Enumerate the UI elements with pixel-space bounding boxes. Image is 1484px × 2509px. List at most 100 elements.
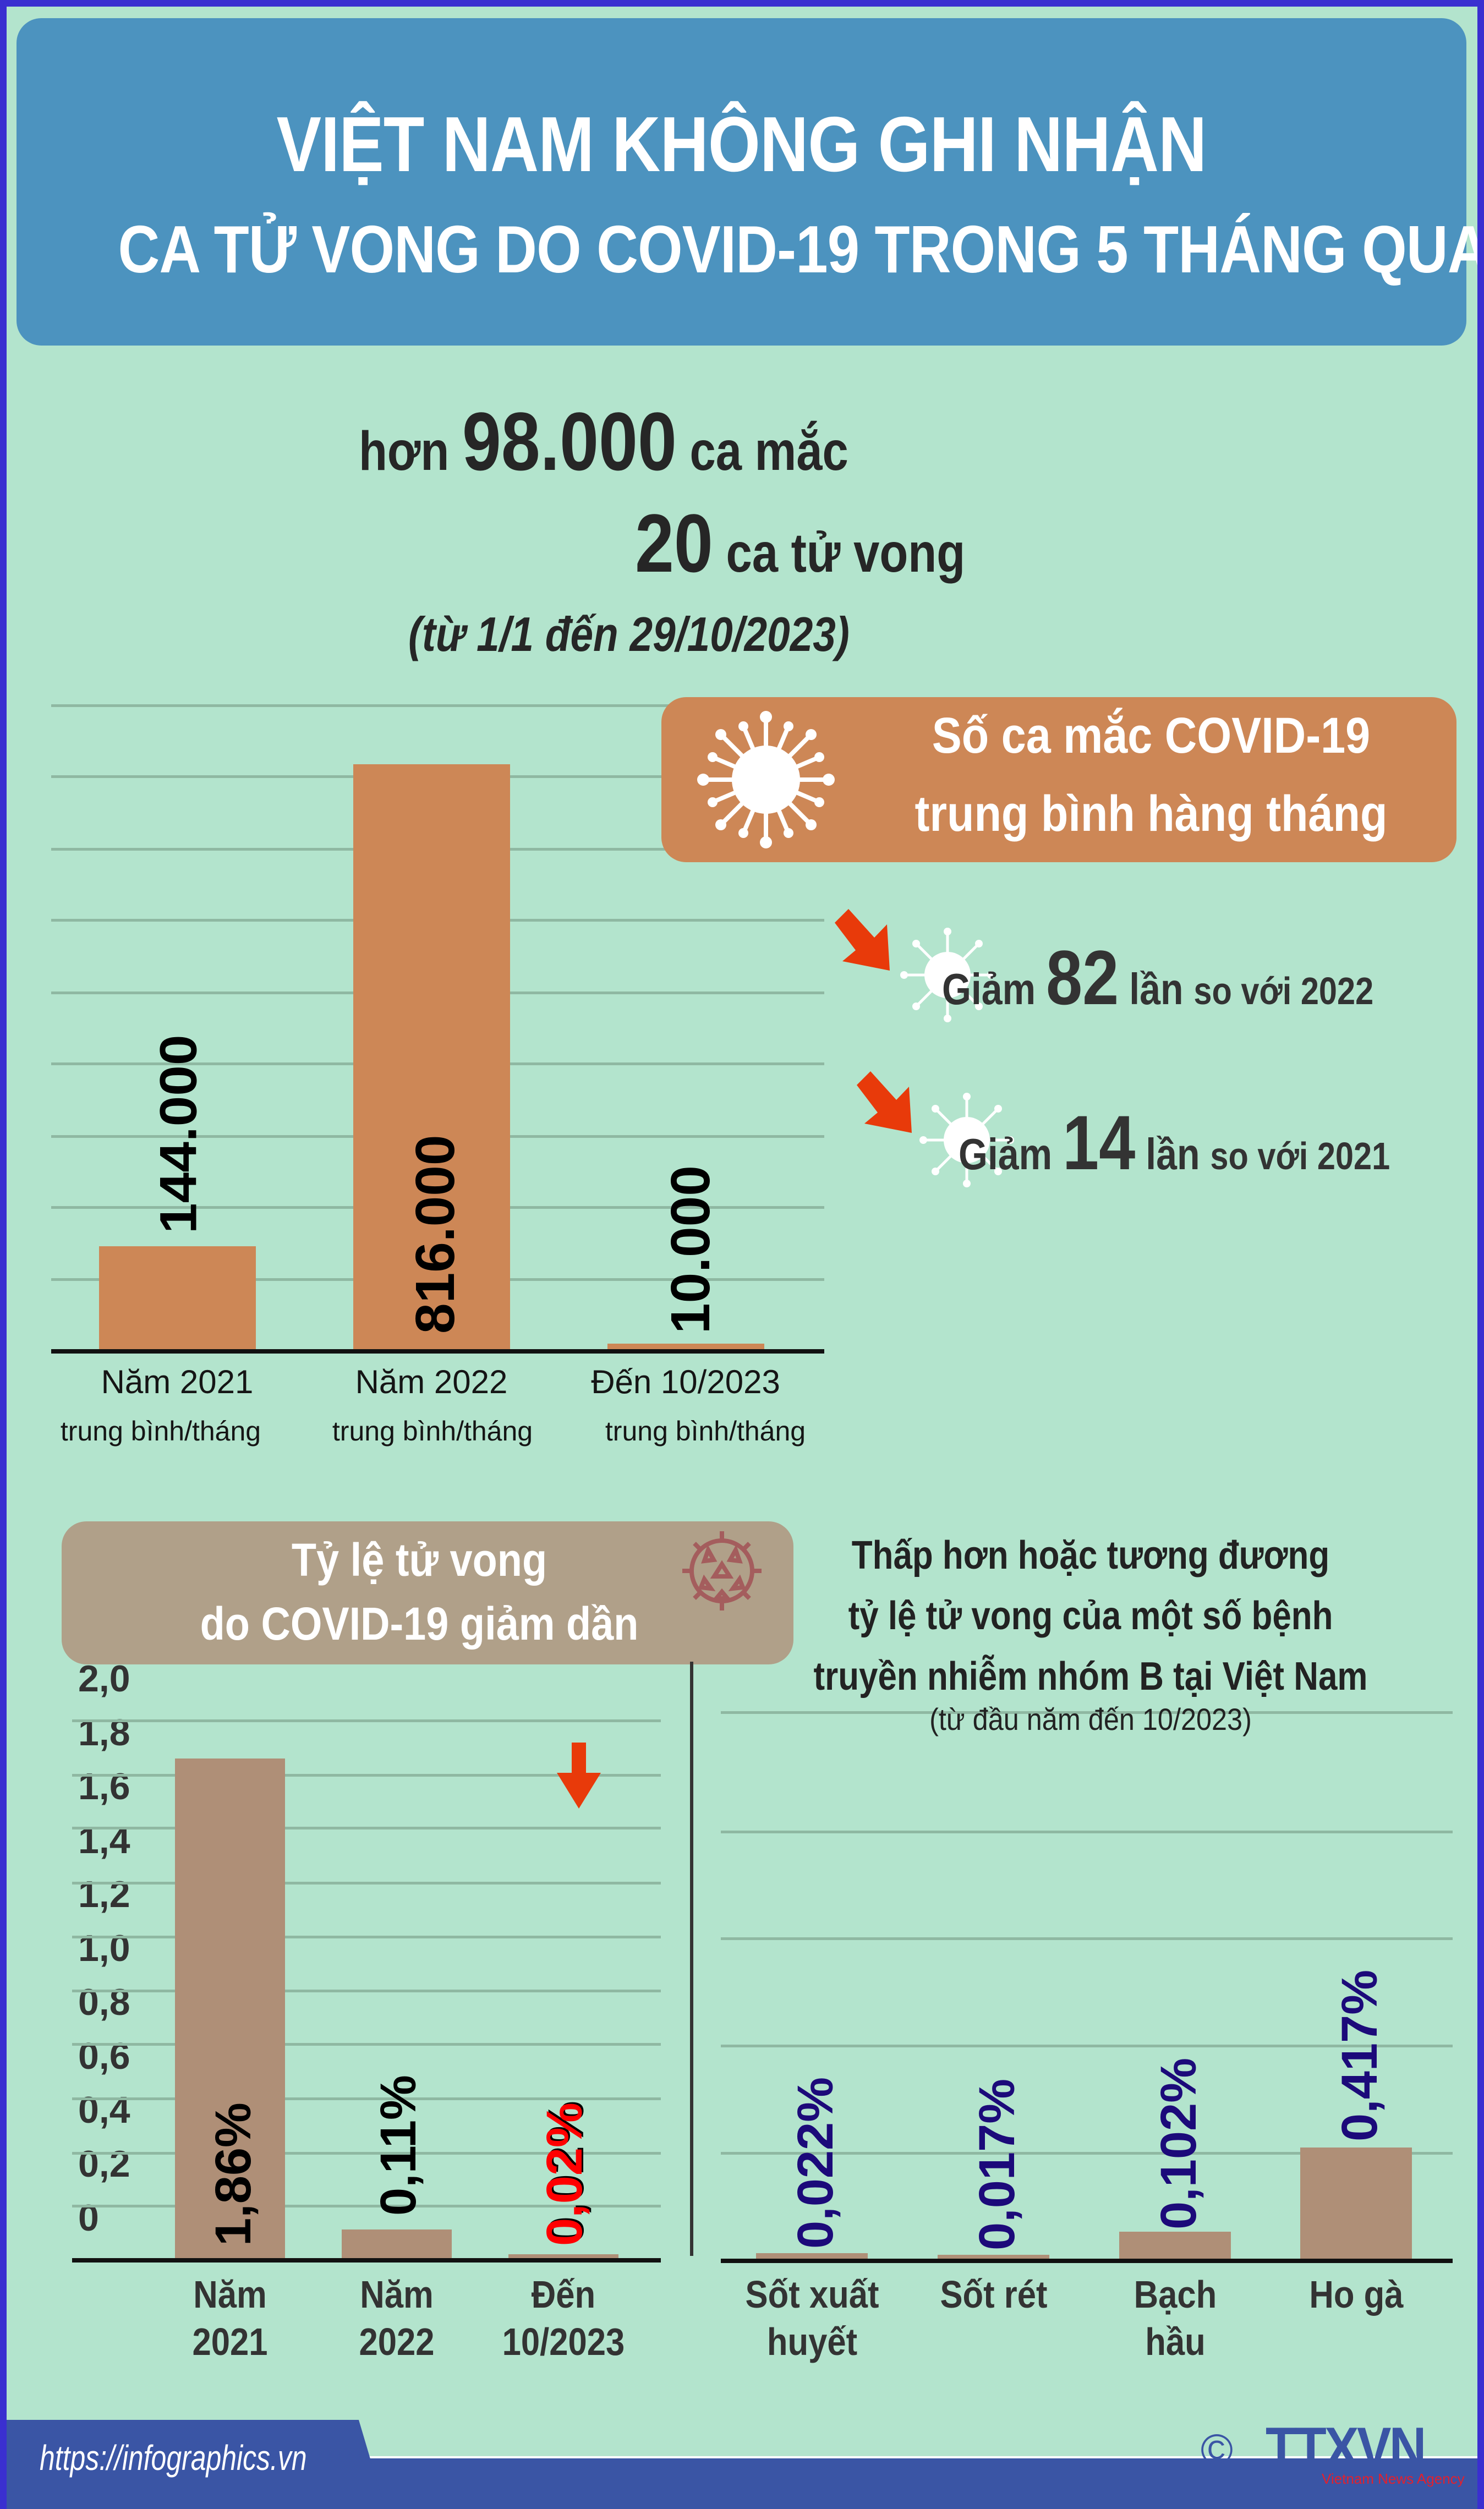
y-tick: 0,8 bbox=[78, 1981, 130, 2023]
down-arrow-icon bbox=[857, 1071, 912, 1133]
category-2022: Năm 2022 bbox=[324, 2271, 469, 2365]
bar-label-2021: 1,86% bbox=[205, 2102, 261, 2246]
bar-label-2023: 0,02% bbox=[536, 2102, 593, 2246]
category-line: Sốt xuất bbox=[745, 2273, 879, 2316]
category-ho-ga: Ho gà bbox=[1284, 2271, 1429, 2318]
y-tick: 0,4 bbox=[78, 2089, 130, 2131]
category-line: 2021 bbox=[192, 2320, 268, 2363]
title-line-1: VIỆT NAM KHÔNG GHI NHẬN bbox=[276, 101, 1207, 188]
title-banner: VIỆT NAM KHÔNG GHI NHẬN CA TỬ VONG DO CO… bbox=[17, 18, 1477, 346]
category-line: huyết bbox=[766, 2320, 858, 2363]
x-axis bbox=[72, 2258, 661, 2263]
category-line: Năm bbox=[360, 2273, 434, 2316]
period-note: (từ 1/1 đến 29/10/2023) bbox=[408, 607, 850, 661]
bar-sot-xuat-huyet bbox=[756, 2253, 868, 2260]
gridline bbox=[721, 1711, 1453, 1714]
x-axis bbox=[721, 2259, 1453, 2263]
cases-summary: hơn 98.000 ca mắc bbox=[359, 400, 848, 492]
bar-bach-hau bbox=[1119, 2232, 1231, 2260]
virus-icon bbox=[697, 711, 835, 848]
category-line: Bạch hầu bbox=[1133, 2273, 1217, 2363]
y-tick: 1,8 bbox=[78, 1712, 130, 1754]
category-sot-ret: Sốt rét bbox=[921, 2271, 1066, 2318]
cases-suffix: ca mắc bbox=[689, 420, 848, 482]
bar-sot-ret bbox=[938, 2255, 1049, 2260]
gridline bbox=[72, 1990, 661, 1992]
callout-value: 14 bbox=[1062, 1099, 1136, 1186]
virus-outline-icon bbox=[682, 1531, 762, 1610]
bar-label-ho-ga: 0,417% bbox=[1332, 1969, 1388, 2141]
callout-text: Giảm 14 lần so với 2021 bbox=[959, 1102, 1390, 1197]
gridline bbox=[721, 2045, 1453, 2047]
bar-ho-ga bbox=[1300, 2148, 1412, 2260]
sublabel-2022: trung bình/tháng bbox=[332, 1416, 533, 1447]
bar-2023 bbox=[607, 1344, 764, 1351]
death-panel-title-2: do COVID-19 giảm dần bbox=[200, 1598, 639, 1650]
compare-title-line: truyền nhiễm nhóm B tại Việt Nam bbox=[813, 1655, 1368, 1699]
callout-value: 82 bbox=[1045, 934, 1119, 1021]
category-2021: Năm 2021 bbox=[101, 1363, 254, 1400]
y-tick: 1,4 bbox=[78, 1820, 130, 1861]
y-tick: 1,0 bbox=[78, 1927, 130, 1969]
bar-label-2021: 144.000 bbox=[149, 1034, 208, 1234]
category-line: 10/2023 bbox=[502, 2320, 625, 2363]
down-arrow-icon bbox=[835, 909, 890, 971]
callout-suffix: so với 2022 bbox=[1193, 969, 1374, 1012]
gridline bbox=[51, 704, 824, 707]
deaths-summary: 20 ca tử vong bbox=[635, 502, 965, 594]
section-divider bbox=[690, 1662, 693, 2256]
category-line: Ho gà bbox=[1309, 2273, 1404, 2316]
footer-url[interactable]: https://infographics.vn bbox=[40, 2438, 307, 2478]
bar-label-2023: 10.000 bbox=[660, 1165, 721, 1334]
virus-icon bbox=[919, 1093, 1014, 1187]
copyright-icon: © bbox=[1201, 2425, 1233, 2474]
infographic-canvas: VIỆT NAM KHÔNG GHI NHẬN CA TỬ VONG DO CO… bbox=[7, 7, 1477, 2509]
y-tick: 1,2 bbox=[78, 1873, 130, 1915]
bar-2022 bbox=[342, 2229, 452, 2259]
category-line: 2022 bbox=[359, 2320, 435, 2363]
gridline bbox=[72, 2097, 661, 2100]
gridline bbox=[72, 2205, 661, 2207]
callout-prefix: Giảm bbox=[959, 1130, 1053, 1179]
compare-title: Thấp hơn hoặc tương đương tỷ lệ tử vong … bbox=[769, 1525, 1412, 1707]
gridline bbox=[72, 1719, 661, 1722]
sublabel-2023: trung bình/tháng bbox=[605, 1416, 806, 1447]
bar-2021 bbox=[99, 1246, 256, 1351]
y-tick: 2,0 bbox=[78, 1658, 130, 1700]
category-2021: Năm 2021 bbox=[157, 2271, 303, 2365]
gridline bbox=[72, 1882, 661, 1885]
bar-2021 bbox=[175, 1759, 285, 2259]
category-sot-xuat-huyet: Sốt xuất huyết bbox=[740, 2271, 885, 2365]
cases-prefix: hơn bbox=[359, 420, 450, 482]
callout-prefix: Giảm bbox=[942, 965, 1036, 1014]
down-arrow-icon bbox=[557, 1743, 601, 1809]
gridline bbox=[72, 1936, 661, 1938]
bar-label-bach-hau: 0,102% bbox=[1151, 2057, 1207, 2229]
callout-unit: lần bbox=[1146, 1130, 1200, 1179]
y-tick: 0,2 bbox=[78, 2143, 130, 2185]
callout-suffix: so với 2021 bbox=[1210, 1135, 1390, 1177]
category-2023: Đến 10/2023 bbox=[591, 1363, 780, 1400]
footer-url-tab bbox=[7, 2420, 385, 2509]
bar-2023 bbox=[508, 2254, 618, 2259]
gridline bbox=[72, 2043, 661, 2046]
gridline bbox=[72, 1827, 661, 1829]
gridline bbox=[721, 1831, 1453, 1833]
deaths-suffix: ca tử vong bbox=[726, 522, 966, 584]
y-tick: 1,6 bbox=[78, 1766, 130, 1807]
footer-rule bbox=[7, 2456, 1477, 2458]
bar-label-2022: 0,11% bbox=[370, 2075, 426, 2216]
ttxvn-logo: TTXVN bbox=[1266, 2416, 1426, 2480]
gridline bbox=[721, 2152, 1453, 2155]
bar-label-sot-xuat-huyet: 0,022% bbox=[787, 2077, 844, 2249]
bar-label-sot-ret: 0,017% bbox=[969, 2078, 1025, 2250]
death-panel-title-1: Tỷ lệ tử vong bbox=[291, 1534, 547, 1586]
virus-icon bbox=[900, 928, 995, 1022]
callout-text: Giảm 82 lần so với 2022 bbox=[942, 936, 1373, 1032]
y-tick: 0 bbox=[78, 2197, 99, 2239]
compare-note: (từ đầu năm đến 10/2023) bbox=[929, 1702, 1252, 1736]
title-line-2: CA TỬ VONG DO COVID-19 TRONG 5 THÁNG QUA bbox=[118, 212, 1477, 287]
ttxvn-logo-subtitle: Vietnam News Agency bbox=[1322, 2470, 1465, 2487]
bar-label-2022: 816.000 bbox=[404, 1135, 466, 1334]
bar-2022 bbox=[353, 764, 510, 1351]
